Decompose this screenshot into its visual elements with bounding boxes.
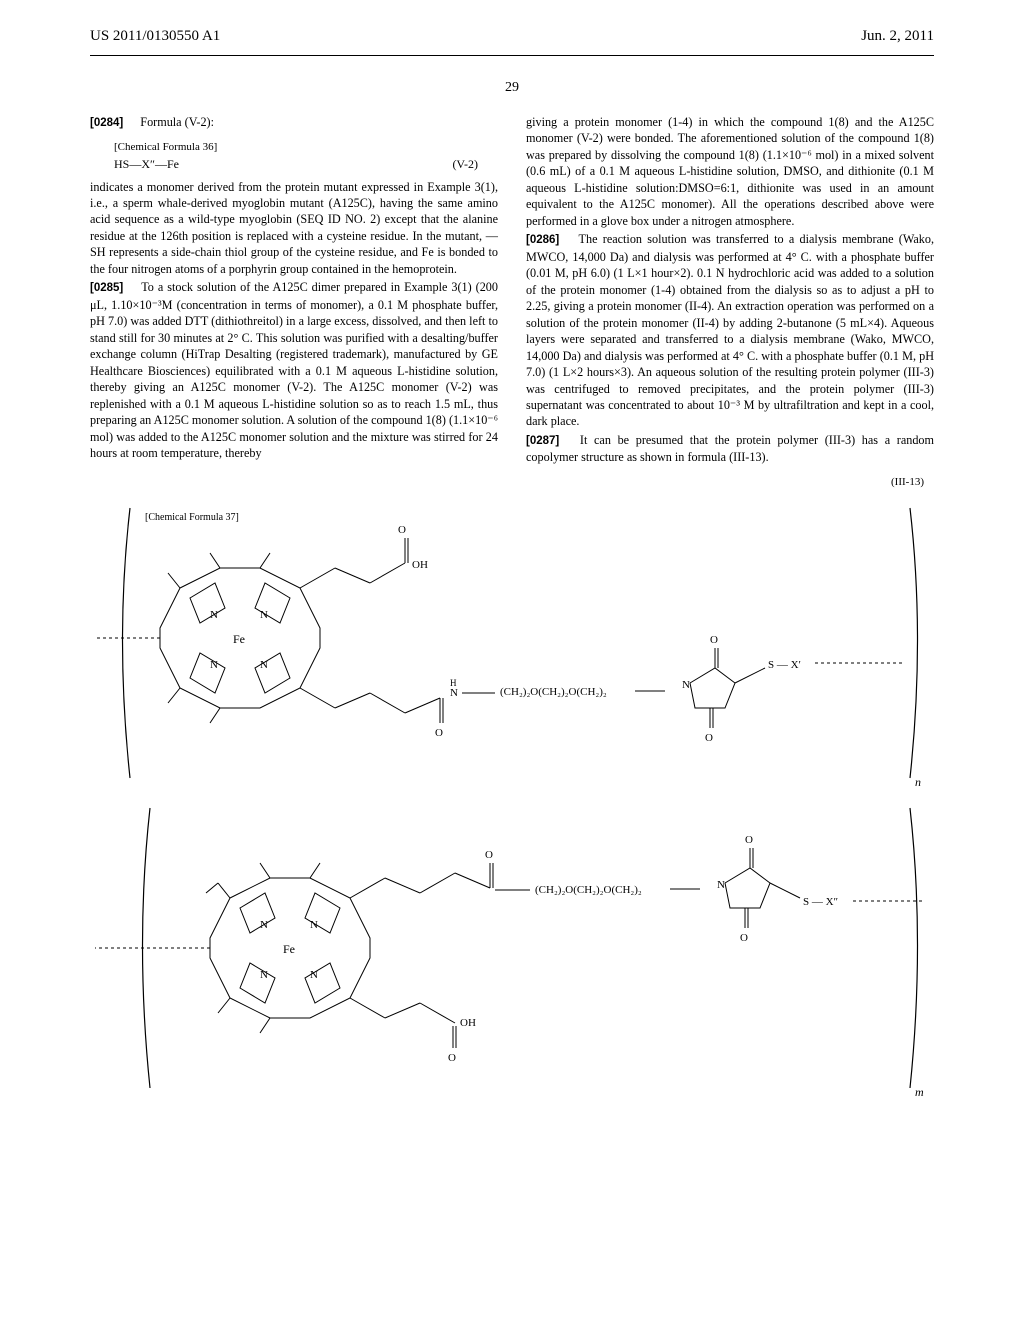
svg-text:(CH₂)₂O(CH₂)₂O(CH₂)₂: (CH₂)₂O(CH₂)₂O(CH₂)₂: [500, 686, 607, 698]
para-0284: [0284] Formula (V-2):: [90, 114, 498, 132]
svg-text:N: N: [260, 969, 268, 981]
chem-formula-36-label: [Chemical Formula 36]: [114, 140, 498, 155]
svg-text:O: O: [740, 932, 748, 944]
para-0285-text: To a stock solution of the A125C dimer p…: [90, 280, 498, 460]
para-num-0285: [0285]: [90, 282, 123, 294]
para-0286-text: The reaction solution was transferred to…: [526, 232, 934, 428]
svg-text:O: O: [435, 727, 443, 739]
svg-text:(CH₂)₂O(CH₂)₂O(CH₂)₂: (CH₂)₂O(CH₂)₂O(CH₂)₂: [535, 884, 642, 896]
svg-text:[Chemical Formula 37]: [Chemical Formula 37]: [145, 512, 239, 523]
formula-v2-text: HS—X″—Fe: [114, 156, 179, 172]
para-0287: [0287] It can be presumed that the prote…: [526, 432, 934, 466]
porphyrin-structure-2: Fe N N N N: [90, 788, 934, 1098]
svg-text:O: O: [485, 849, 493, 861]
publication-date: Jun. 2, 2011: [861, 28, 934, 45]
para-0287-text: It can be presumed that the protein poly…: [526, 433, 934, 465]
formula-iii-13-num: (III-13): [90, 476, 934, 488]
svg-text:O: O: [710, 634, 718, 646]
svg-text:N: N: [210, 659, 218, 671]
svg-text:O: O: [448, 1052, 456, 1064]
svg-text:OH: OH: [460, 1017, 476, 1029]
svg-text:N: N: [450, 687, 458, 699]
para-num-0287: [0287]: [526, 435, 559, 447]
porphyrin-structure-1: [Chemical Formula 37] Fe N N N N: [90, 488, 934, 788]
structure-container: [Chemical Formula 37] Fe N N N N: [90, 488, 934, 1098]
svg-text:O: O: [398, 524, 406, 536]
header-rule: [90, 55, 934, 56]
formula-v2-num: (V-2): [452, 156, 478, 172]
chemical-structures: (III-13) [Chemical Formula 37] Fe N N: [0, 466, 1024, 1098]
para-num-0286: [0286]: [526, 234, 559, 246]
svg-text:S — X′: S — X′: [768, 659, 801, 671]
para-num-0284: [0284]: [90, 117, 123, 129]
svg-text:H: H: [450, 678, 457, 688]
svg-text:n: n: [915, 775, 921, 788]
formula-v2: HS—X″—Fe (V-2): [114, 156, 498, 172]
para-0285: [0285] To a stock solution of the A125C …: [90, 279, 498, 461]
page-number: 29: [0, 80, 1024, 96]
svg-text:S — X″: S — X″: [803, 896, 838, 908]
text-columns: [0284] Formula (V-2): [Chemical Formula …: [0, 114, 1024, 466]
svg-text:Fe: Fe: [283, 942, 295, 956]
svg-text:O: O: [745, 834, 753, 846]
para-cont: giving a protein monomer (1-4) in which …: [526, 114, 934, 229]
svg-text:Fe: Fe: [233, 632, 245, 646]
para-0284-text: Formula (V-2):: [140, 115, 214, 129]
patent-id: US 2011/0130550 A1: [90, 28, 220, 45]
svg-text:N: N: [682, 679, 690, 691]
para-0284-cont: indicates a monomer derived from the pro…: [90, 179, 498, 278]
left-column: [0284] Formula (V-2): [Chemical Formula …: [90, 114, 498, 466]
para-0286: [0286] The reaction solution was transfe…: [526, 231, 934, 430]
svg-text:N: N: [717, 879, 725, 891]
page-header: US 2011/0130550 A1 Jun. 2, 2011: [0, 0, 1024, 49]
right-column: giving a protein monomer (1-4) in which …: [526, 114, 934, 466]
svg-text:OH: OH: [412, 559, 428, 571]
svg-text:O: O: [705, 732, 713, 744]
svg-text:m: m: [915, 1085, 924, 1098]
